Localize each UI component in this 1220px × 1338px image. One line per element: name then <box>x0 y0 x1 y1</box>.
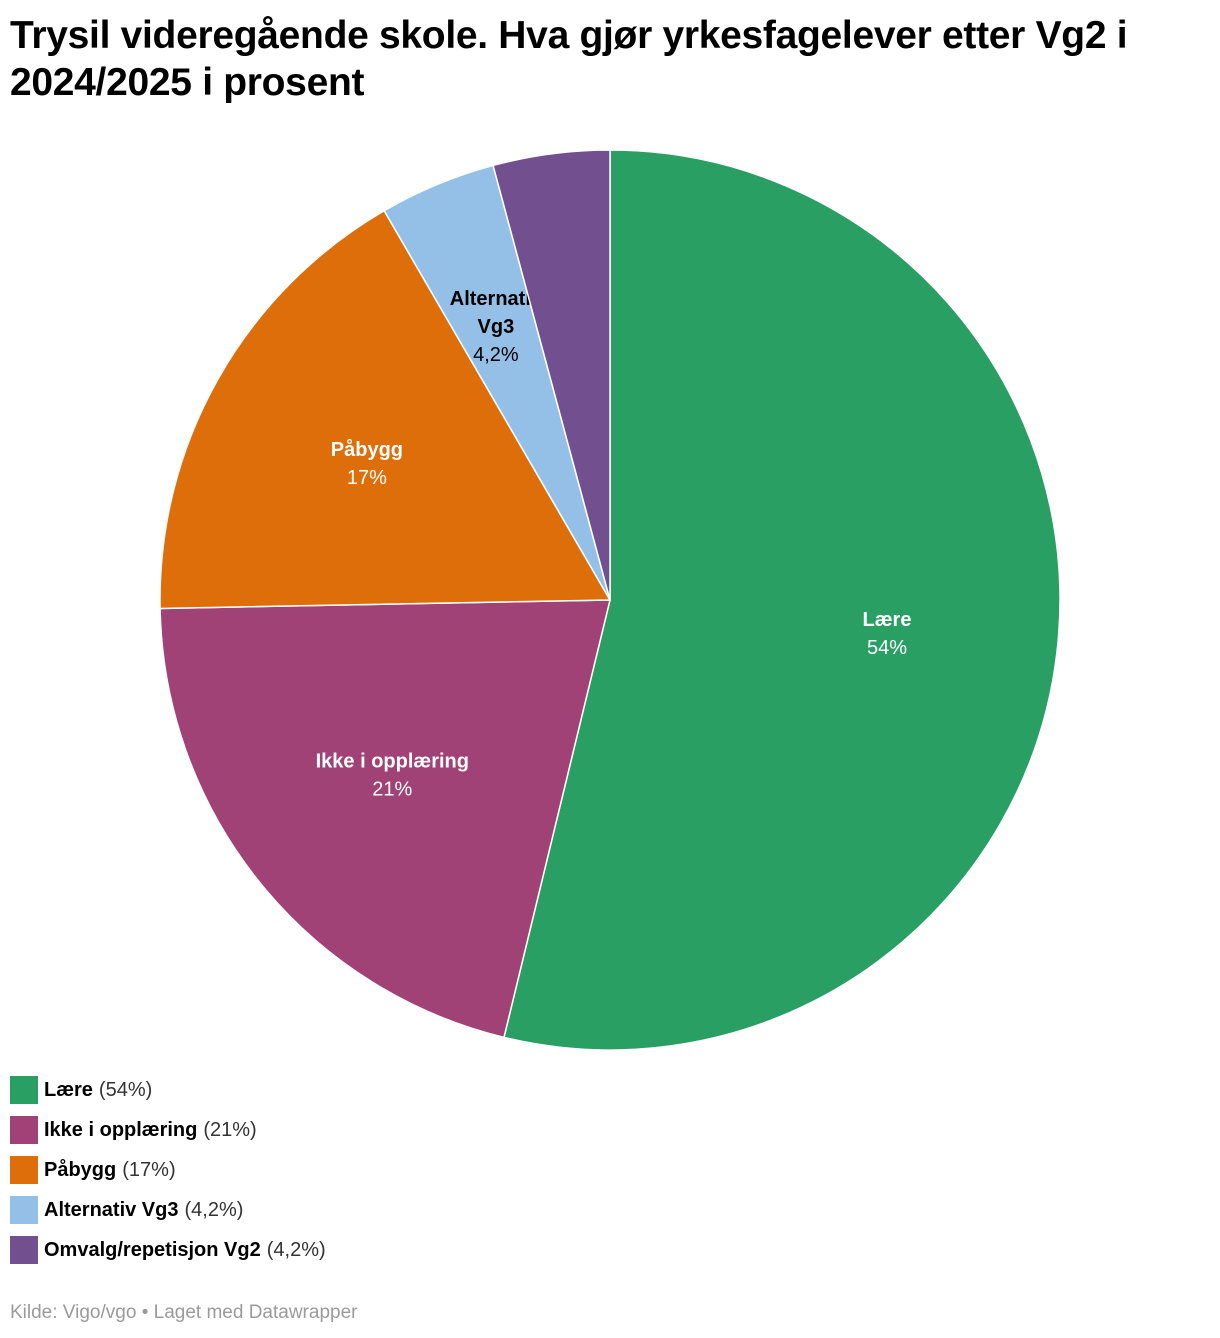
slice-label-value: 4,2% <box>473 344 519 366</box>
legend-label: Ikke i opplæring <box>44 1118 198 1141</box>
legend-value: (21%) <box>203 1118 257 1141</box>
source-note: Kilde: Vigo/vgo <box>10 1302 137 1323</box>
chart-legend: Lære (54%) Ikke i opplæring (21%) Påbygg (17%… <box>10 1070 326 1270</box>
legend-label: Påbygg <box>44 1158 117 1181</box>
legend-item-omvalg-repetisjon-vg2: Omvalg/repetisjon Vg2 (4,2%) <box>10 1230 326 1270</box>
legend-value: (54%) <box>98 1078 153 1101</box>
legend-item-pabygg: Påbygg (17%) <box>10 1150 326 1190</box>
chart-title: Trysil videregående skole. Hva gjør yrke… <box>10 14 1128 104</box>
credit-note: Laget med Datawrapper <box>153 1302 358 1323</box>
legend-item-ikke-i-opplaering: Ikke i opplæring (21%) <box>10 1110 326 1150</box>
footer-separator: • <box>141 1302 149 1323</box>
legend-swatch <box>10 1236 38 1264</box>
slice-label-value: 17% <box>347 467 387 489</box>
pie-slice-ikke-i-opplaering <box>159 599 611 1039</box>
legend-value: (4,2%) <box>184 1198 244 1221</box>
pie-slice-laere <box>503 149 1061 1051</box>
legend-swatch <box>10 1196 38 1224</box>
slice-label-ikke-i-opplaering: Ikke i opplæring 21% <box>316 751 469 801</box>
slice-label-name: Lære <box>863 609 912 631</box>
slice-label-laere: Lære 54% <box>863 609 912 659</box>
slice-label-value: 54% <box>867 637 907 659</box>
chart-footer: Kilde: Vigo/vgo • Laget med Datawrapper <box>10 1302 357 1324</box>
legend-label: Alternativ Vg3 <box>44 1198 179 1221</box>
legend-value: (4,2%) <box>266 1238 326 1261</box>
slice-label-name: Påbygg <box>331 438 403 461</box>
pie-chart: Lære 54% Ikke i opplæring 21% Påbygg 17% Alter… <box>159 149 1061 1051</box>
legend-label: Lære <box>44 1078 93 1101</box>
legend-label: Omvalg/repetisjon Vg2 <box>44 1238 261 1261</box>
slice-label-name: Ikke i opplæring <box>316 751 469 773</box>
slice-label-value: 21% <box>372 779 412 801</box>
slice-label-name: Alternativ <box>450 288 543 310</box>
pie-slice-omvalg-repetisjon-vg2 <box>492 149 611 601</box>
legend-swatch <box>10 1116 38 1144</box>
slice-label-alternativ-vg3: Alternativ Vg3 4,2% <box>450 288 543 366</box>
legend-item-alternativ-vg3: Alternativ Vg3 (4,2%) <box>10 1190 326 1230</box>
legend-swatch <box>10 1156 38 1184</box>
legend-item-laere: Lære (54%) <box>10 1070 326 1110</box>
slice-label-pabygg: Påbygg 17% <box>331 438 403 489</box>
slice-label-name: Vg3 <box>478 316 515 338</box>
legend-value: (17%) <box>122 1158 176 1181</box>
pie-slice-pabygg <box>159 210 611 610</box>
legend-swatch <box>10 1076 38 1104</box>
